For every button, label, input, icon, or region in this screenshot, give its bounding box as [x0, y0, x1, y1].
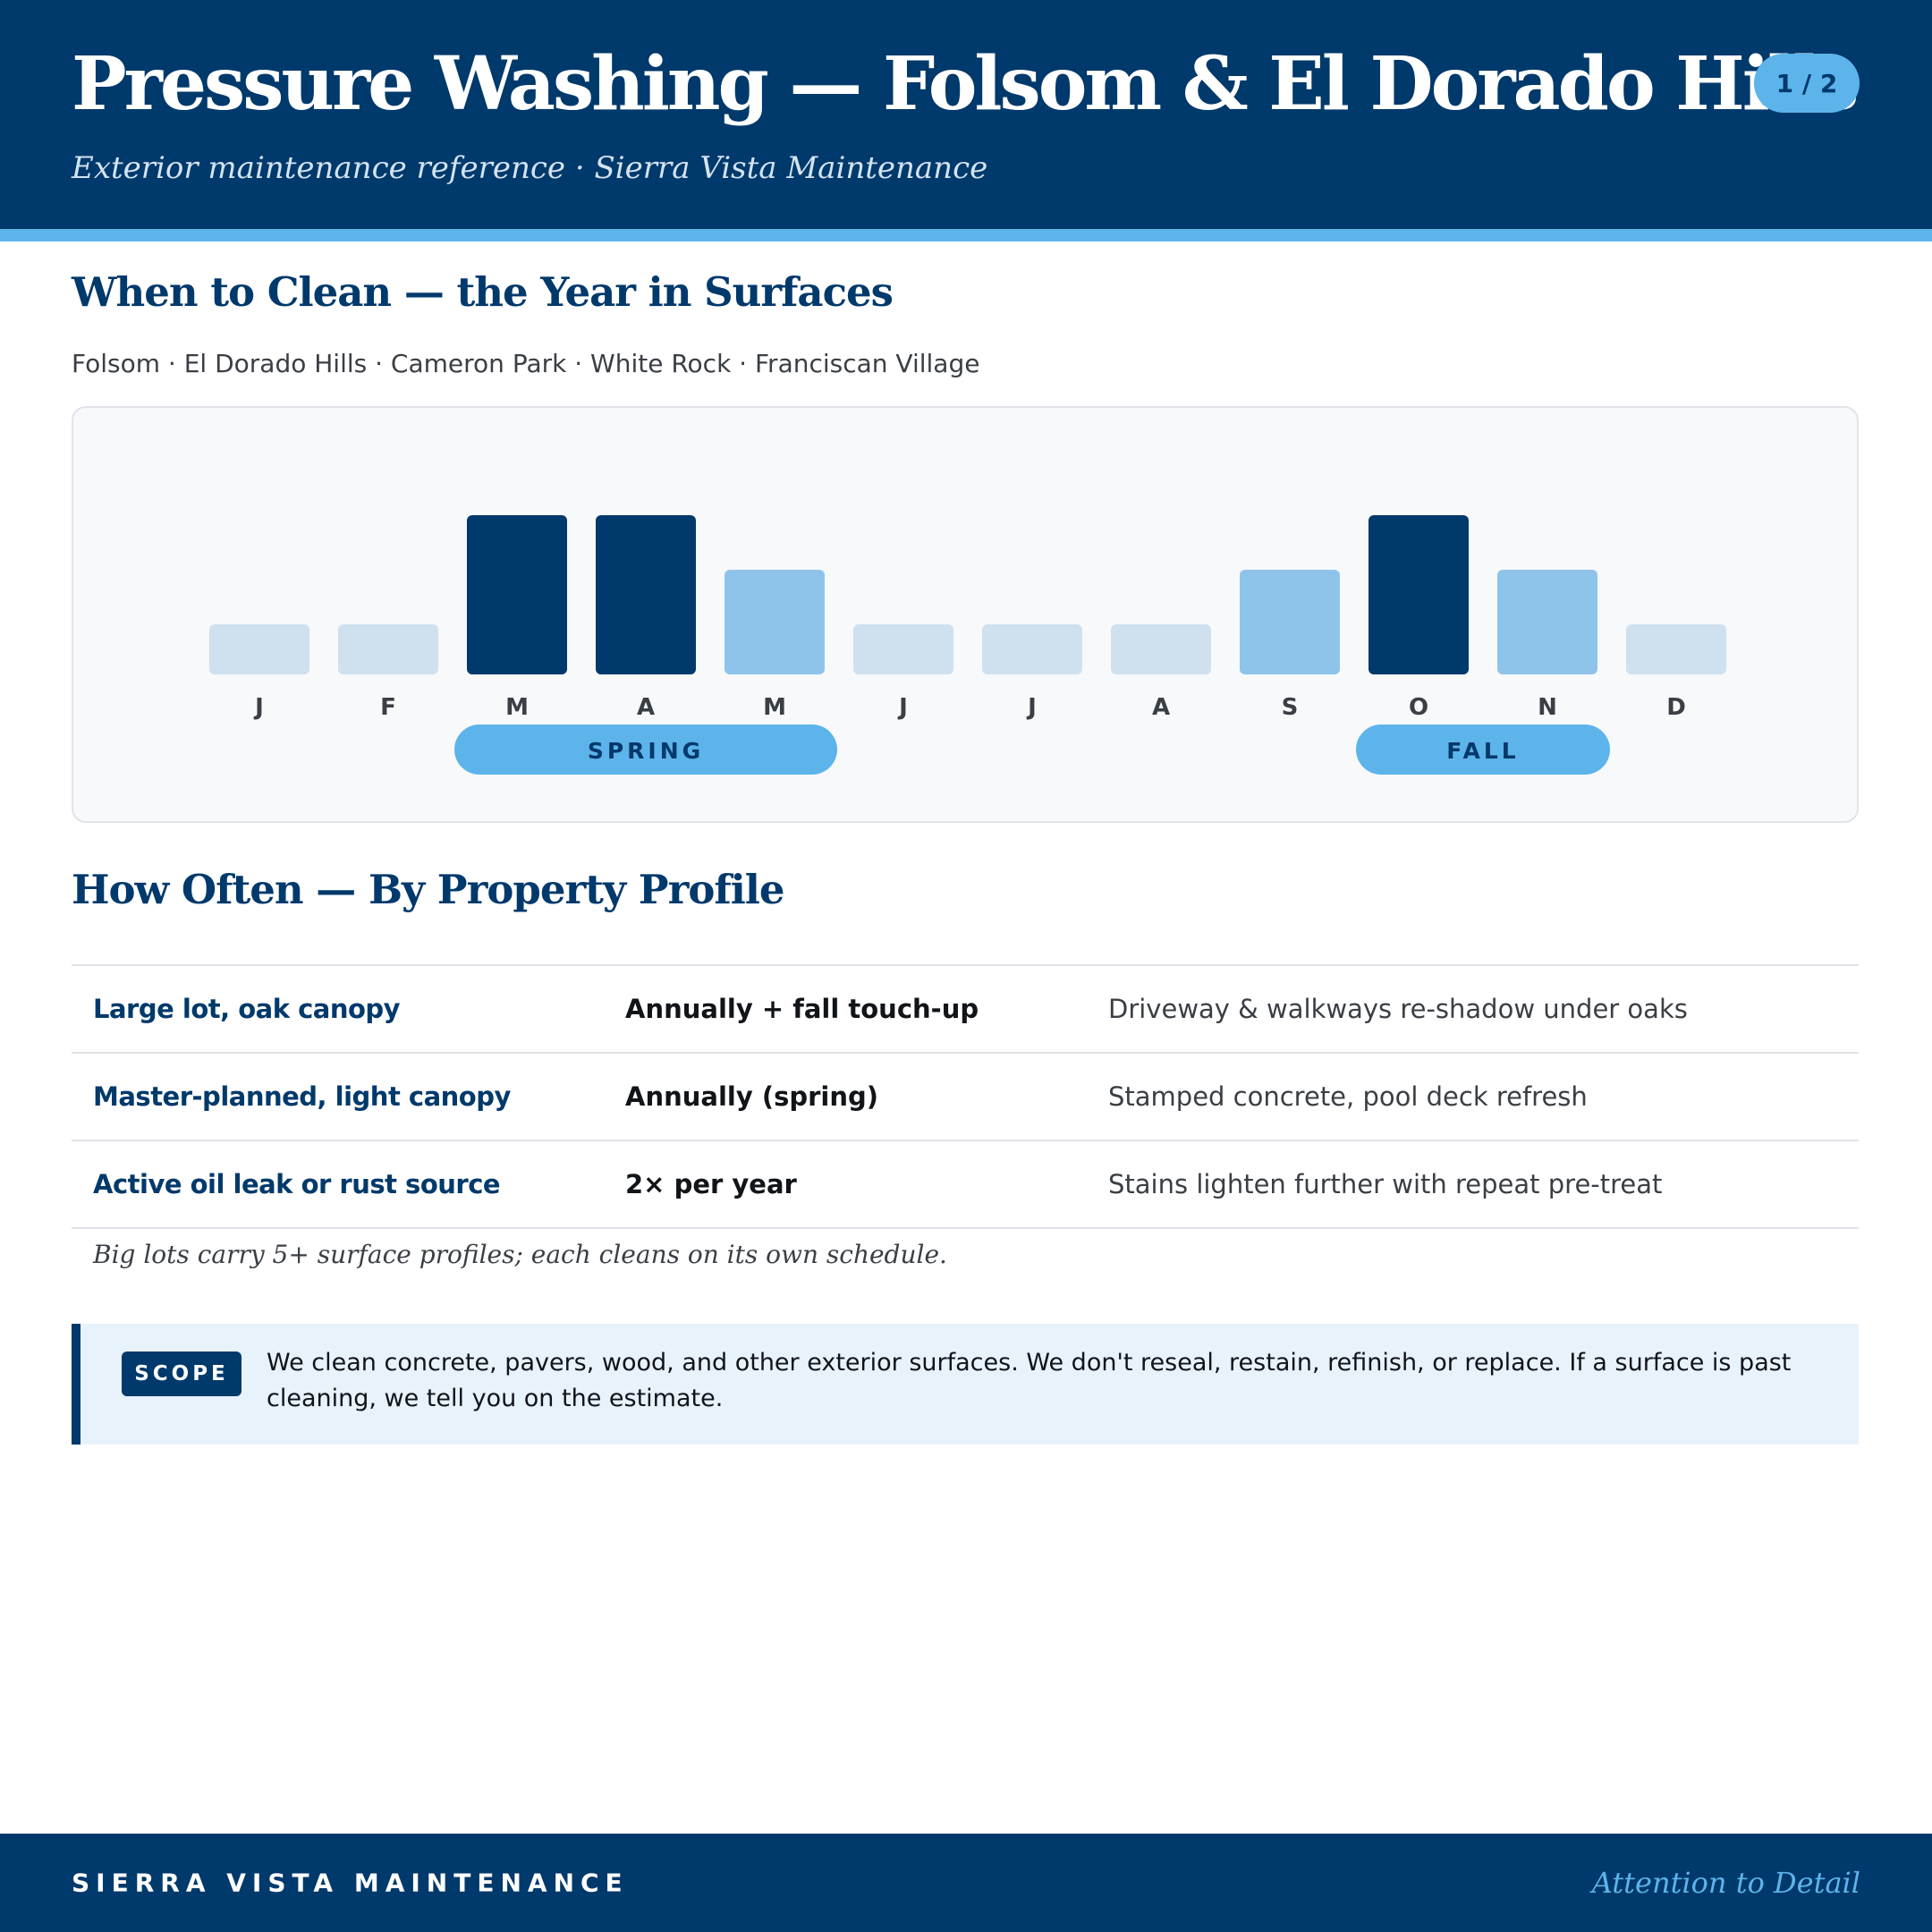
when-section-title: When to Clean — the Year in Surfaces: [72, 268, 894, 316]
month-bar: [467, 515, 567, 674]
row-note: Driveway & walkways re-shadow under oaks: [1108, 994, 1688, 1024]
row-note: Stains lighten further with repeat pre-t…: [1108, 1169, 1663, 1199]
page-header: Pressure Washing — Folsom & El Dorado Hi…: [0, 0, 1932, 229]
footer-brand: SIERRA VISTA MAINTENANCE: [72, 1868, 629, 1898]
row-frequency: Annually + fall touch-up: [625, 994, 979, 1024]
month-bar: [1111, 624, 1211, 674]
season-label: FALL: [1446, 738, 1519, 764]
month-bar: [1240, 570, 1340, 674]
header-accent-stripe: [0, 229, 1932, 242]
seasonal-bar-chart: J F M A M J J A S O N D SPRING FALL: [209, 515, 1726, 775]
month-bar: [209, 624, 309, 674]
page-indicator-badge: 1 / 2: [1754, 54, 1860, 113]
season-label: SPRING: [588, 738, 704, 764]
table-row: Active oil leak or rust source 2× per ye…: [72, 1141, 1859, 1229]
seasonal-chart-card: J F M A M J J A S O N D SPRING FALL: [72, 406, 1859, 823]
table-footnote: Big lots carry 5+ surface profiles; each…: [93, 1240, 947, 1269]
month-label: A: [637, 694, 655, 721]
frequency-section-title: How Often — By Property Profile: [72, 866, 785, 913]
footer-tagline: Attention to Detail: [1591, 1866, 1860, 1900]
month-bar: [1626, 624, 1726, 674]
row-note: Stamped concrete, pool deck refresh: [1108, 1081, 1588, 1112]
month-label: J: [1026, 694, 1037, 721]
month-label: J: [897, 694, 908, 721]
row-profile: Master-planned, light canopy: [93, 1081, 511, 1112]
table-row: Master-planned, light canopy Annually (s…: [72, 1054, 1859, 1141]
season-band: [1356, 724, 1610, 775]
month-bar: [1497, 570, 1597, 674]
table-row: Large lot, oak canopy Annually + fall to…: [72, 966, 1859, 1054]
page-footer: SIERRA VISTA MAINTENANCE Attention to De…: [0, 1834, 1932, 1932]
month-bar: [338, 624, 438, 674]
month-label: O: [1409, 694, 1428, 721]
month-bar: [596, 515, 696, 674]
page-subtitle: Exterior maintenance reference · Sierra …: [72, 150, 988, 186]
page-title: Pressure Washing — Folsom & El Dorado Hi…: [72, 41, 1859, 127]
service-areas: Folsom · El Dorado Hills · Cameron Park …: [72, 349, 980, 378]
row-profile: Active oil leak or rust source: [93, 1169, 501, 1199]
scope-callout: SCOPE We clean concrete, pavers, wood, a…: [72, 1324, 1859, 1445]
month-bar: [853, 624, 953, 674]
month-label: M: [505, 694, 529, 721]
month-label: D: [1666, 694, 1686, 721]
row-profile: Large lot, oak canopy: [93, 994, 401, 1024]
row-frequency: 2× per year: [625, 1169, 797, 1199]
month-label: M: [763, 694, 786, 721]
frequency-table: Large lot, oak canopy Annually + fall to…: [72, 964, 1859, 1229]
month-label: S: [1282, 694, 1299, 721]
month-label: J: [253, 694, 264, 721]
month-label: A: [1152, 694, 1170, 721]
month-label: N: [1538, 694, 1557, 721]
scope-text: We clean concrete, pavers, wood, and oth…: [267, 1349, 1792, 1412]
month-bar: [982, 624, 1082, 674]
month-label: F: [380, 694, 396, 721]
row-frequency: Annually (spring): [625, 1081, 879, 1112]
season-band: [454, 724, 837, 775]
month-bar: [724, 570, 825, 674]
month-bar: [1368, 515, 1469, 674]
scope-badge: SCOPE: [122, 1352, 242, 1396]
